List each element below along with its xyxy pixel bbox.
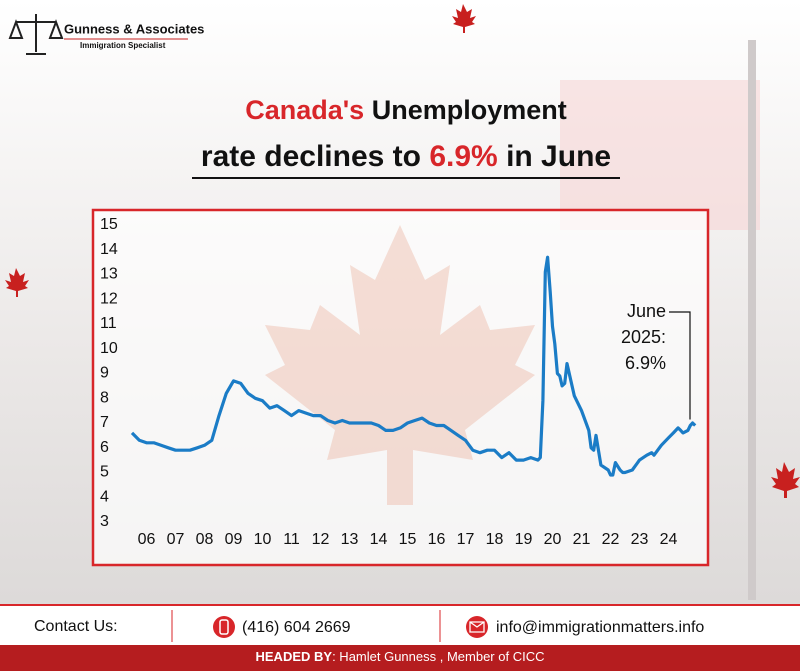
y-tick-label: 13 [100,266,118,283]
x-tick-label: 16 [428,531,446,548]
leaf [452,4,476,33]
y-tick-label: 6 [100,439,109,456]
x-tick-label: 19 [515,531,533,548]
headed-text: : Hamlet Gunness , Member of CICC [332,649,544,664]
y-tick-label: 5 [100,464,109,481]
logo [8,14,64,55]
y-tick-label: 15 [100,216,118,233]
x-tick-label: 13 [341,531,359,548]
x-tick-label: 23 [631,531,649,548]
y-tick-label: 4 [100,488,109,505]
chart-frame [91,208,710,567]
email[interactable]: info@immigrationmatters.info [496,619,704,636]
leaf [771,462,800,498]
annotation-text: 6.9% [625,353,666,373]
phone[interactable]: (416) 604 2669 [242,619,351,636]
y-tick-label: 8 [100,389,109,406]
watermark-leaf [265,225,535,505]
x-tick-label: 09 [225,531,243,548]
headline-red: Canada's [245,95,364,125]
x-tick-label: 07 [167,531,185,548]
phone-glyph [219,619,229,635]
headed-label: HEADED BY [256,649,333,664]
annotation-leader [669,311,691,420]
x-tick-label: 08 [196,531,214,548]
leaf [5,268,29,297]
x-tick-label: 20 [544,531,562,548]
x-tick-label: 22 [602,531,620,548]
x-tick-label: 11 [283,531,300,548]
y-tick-label: 12 [100,290,118,307]
phone-icon [213,616,235,638]
x-tick-label: 06 [138,531,156,548]
annotation-text: June [627,301,666,321]
x-tick-label: 10 [254,531,272,548]
headline-black: in June [506,140,611,173]
x-tick-label: 15 [399,531,417,548]
y-tick-label: 7 [100,414,109,431]
flagpole [748,40,756,600]
company-name: Gunness & Associates [64,21,204,36]
contact-label: Contact Us: [34,618,118,635]
headline-line1: Canada's Unemployment [245,95,567,125]
data-line [130,255,697,477]
y-tick-label: 14 [100,241,118,258]
headline-black: rate declines to [201,140,421,173]
headed-by: HEADED BY: Hamlet Gunness , Member of CI… [256,649,545,664]
x-tick-label: 17 [457,531,475,548]
tagline: Immigration Specialist [80,41,166,50]
headed-bar [0,645,800,671]
y-tick-label: 3 [100,513,109,530]
y-tick-label: 11 [100,315,117,332]
y-tick-label: 9 [100,365,109,382]
footer-bar [0,605,800,645]
headline-line2: rate declines to 6.9% in June [201,140,611,173]
headline-black: Unemployment [372,95,567,125]
x-tick-label: 24 [660,531,678,548]
x-tick-label: 18 [486,531,504,548]
headline-red: 6.9% [429,140,497,173]
x-tick-label: 14 [370,531,388,548]
chart: 3 4 5 6 7 8 9 10 11 12 13 14 15 06 07 08 09 10 11 12 13 14 15 1… [100,216,697,548]
mail-glyph [469,621,485,633]
x-tick-label: 12 [312,531,330,548]
y-tick-label: 10 [100,340,118,357]
annotation-text: 2025: [621,327,666,347]
annotation: June 2025: 6.9% [621,301,691,420]
x-tick-label: 21 [573,531,591,548]
flag-backdrop [560,80,760,230]
